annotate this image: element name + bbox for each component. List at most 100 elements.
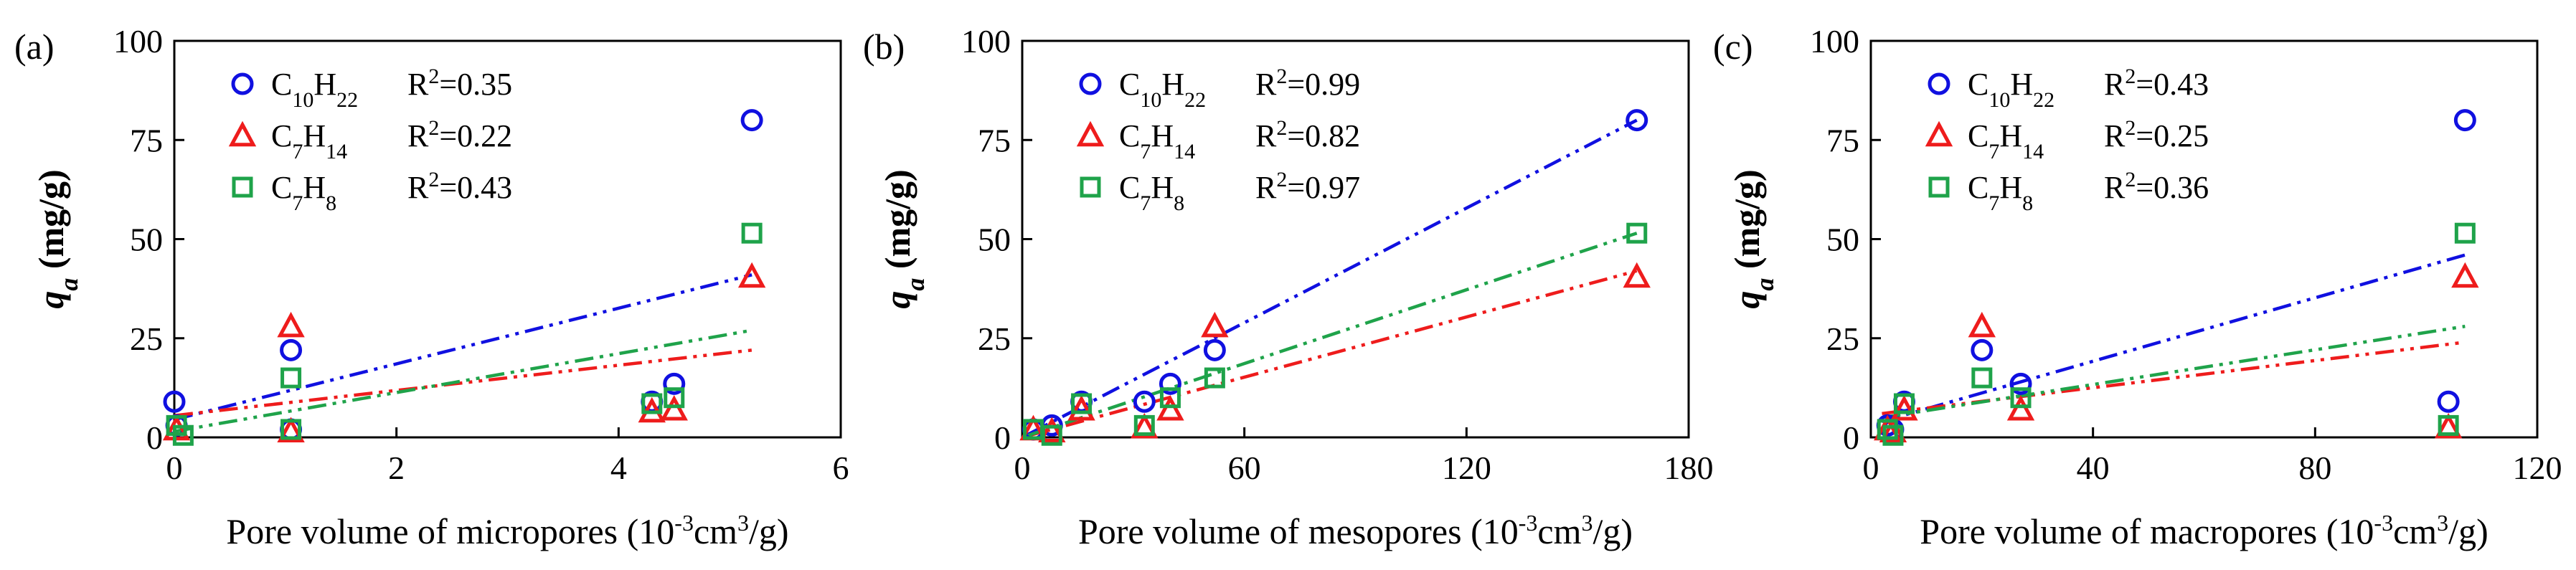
x-tick-label: 0 — [1863, 450, 1879, 486]
point-C7H8 — [172, 424, 194, 446]
legend-subscript: 10 — [1988, 88, 2010, 112]
legend-element: H — [1151, 118, 1174, 153]
legend-marker-C10H22 — [1079, 72, 1102, 95]
legend-label-C10H22: C10H22 — [1119, 67, 1206, 112]
y-axis-label-symbol: q — [1727, 291, 1767, 309]
point-C10H22 — [280, 338, 303, 361]
legend-r2-label: R — [407, 170, 429, 205]
legend-subscript: 10 — [292, 88, 313, 112]
legend-subscript: 7 — [1140, 140, 1151, 163]
legend-r2-value: =0.82 — [1287, 118, 1360, 153]
x-tick-label: 40 — [2077, 450, 2110, 486]
panel-label: (a) — [14, 27, 55, 67]
y-tick-label: 50 — [978, 222, 1011, 258]
legend-r2-label: R — [2104, 118, 2126, 153]
legend-element: H — [1999, 170, 2022, 205]
legend-r2-label: R — [2104, 170, 2126, 205]
point-C7H8 — [2438, 414, 2459, 436]
legend-subscript: 22 — [1184, 88, 1206, 112]
legend-r2-exp: 2 — [2125, 116, 2136, 140]
y-tick-label: 25 — [130, 320, 163, 357]
legend-subscript: 14 — [326, 140, 347, 163]
point-C10H22 — [663, 372, 686, 395]
point-C10H22 — [1159, 372, 1181, 395]
x-tick-label: 180 — [1664, 450, 1714, 486]
legend-marker-C7H14 — [1076, 120, 1105, 147]
y-axis-label-sub: a — [1750, 278, 1779, 291]
point-C10H22 — [2009, 372, 2032, 395]
x-tick-label: 4 — [610, 450, 627, 486]
point-C7H8 — [1041, 424, 1062, 446]
y-axis-label-symbol: q — [31, 291, 71, 309]
legend-r2-C10H22: R2=0.43 — [2104, 65, 2209, 103]
legend-subscript: 8 — [1174, 191, 1184, 215]
point-C7H14 — [1968, 311, 1996, 338]
legend-r2-C7H8: R2=0.36 — [2104, 168, 2209, 206]
legend-label-C7H14: C7H14 — [1119, 118, 1195, 163]
legend-r2-value: =0.35 — [439, 67, 512, 102]
y-axis-label: qa (mg/g) — [31, 169, 83, 308]
x-tick-label: 0 — [1014, 450, 1031, 486]
legend-element: H — [303, 170, 326, 205]
fit-line-C7H8 — [1882, 324, 2466, 419]
legend-element: C — [1119, 67, 1140, 102]
legend-subscript: 8 — [326, 191, 336, 215]
x-tick-label: 2 — [388, 450, 405, 486]
legend-element: C — [1119, 118, 1140, 153]
y-axis-label-sub: a — [55, 278, 83, 291]
point-C10H22 — [2437, 390, 2460, 413]
legend-r2-label: R — [407, 118, 429, 153]
point-C7H8 — [280, 419, 302, 440]
legend-r2-value: =0.97 — [1287, 170, 1360, 205]
point-C7H14 — [1156, 395, 1184, 421]
panel-label: (b) — [863, 27, 905, 67]
x-axis-label: Pore volume of mesopores (10-3cm3/g) — [1078, 510, 1633, 551]
point-C7H14 — [2451, 262, 2479, 288]
legend-r2-C7H14: R2=0.25 — [2104, 116, 2209, 154]
fit-line-C10H22 — [1021, 118, 1638, 439]
point-C7H14 — [660, 395, 688, 421]
point-C10H22 — [2453, 109, 2476, 132]
y-tick-label: 50 — [1826, 222, 1859, 258]
legend-label-C10H22: C10H22 — [1968, 67, 2054, 112]
point-C7H14 — [1879, 417, 1907, 442]
legend-r2-value: =0.22 — [439, 118, 512, 153]
legend-r2-exp: 2 — [2125, 65, 2136, 88]
y-axis-label: qa (mg/g) — [877, 169, 930, 308]
point-C7H14 — [2434, 412, 2463, 439]
point-C7H8 — [280, 367, 302, 389]
legend-label-C7H8: C7H8 — [271, 170, 336, 215]
x-axis-label-part: cm — [1537, 511, 1581, 551]
legend-r2-label: R — [1255, 118, 1277, 153]
point-C7H8 — [1893, 393, 1915, 414]
legend-marker-C7H8 — [232, 176, 253, 198]
fit-line-C7H14 — [1022, 269, 1638, 440]
legend-r2-value: =0.36 — [2136, 170, 2209, 205]
point-C7H14 — [1067, 395, 1095, 421]
legend-subscript: 14 — [1174, 140, 1195, 163]
x-axis-label-exp: 3 — [2437, 510, 2448, 536]
point-C7H8 — [1971, 367, 1993, 389]
point-C10H22 — [740, 109, 763, 132]
legend-element: C — [1968, 67, 1988, 102]
legend-r2-C7H8: R2=0.43 — [407, 168, 512, 206]
y-tick-label: 50 — [130, 222, 163, 258]
legend-marker-C7H8 — [1928, 176, 1950, 198]
legend-r2-C10H22: R2=0.35 — [407, 65, 512, 103]
point-C7H8 — [2454, 222, 2476, 244]
legend-element: C — [1968, 170, 1988, 205]
y-tick-label: 100 — [1810, 23, 1859, 60]
x-tick-label: 0 — [166, 450, 183, 486]
y-tick-label: 25 — [1826, 320, 1859, 357]
legend-subscript: 7 — [292, 191, 303, 215]
legend-marker-C7H14 — [1925, 120, 1953, 147]
x-tick-label: 120 — [2513, 450, 2562, 486]
legend-marker-C10H22 — [1928, 72, 1950, 95]
legend-r2-exp: 2 — [1276, 116, 1287, 140]
point-C7H14 — [1038, 417, 1066, 442]
legend-label-C7H8: C7H8 — [1968, 170, 2033, 215]
y-axis-label-unit: (mg/g) — [877, 169, 917, 277]
legend-r2-exp: 2 — [428, 65, 439, 88]
legend-subscript: 7 — [1140, 191, 1151, 215]
